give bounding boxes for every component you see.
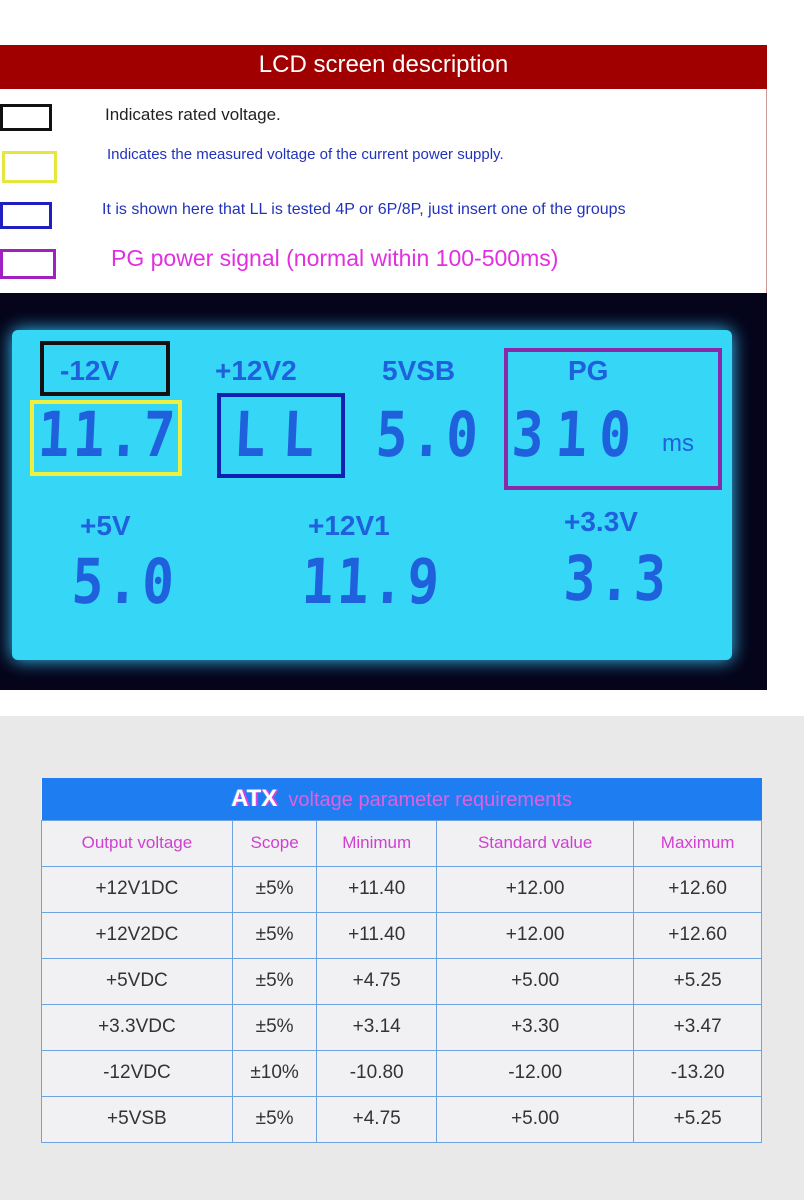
table-cell: +12V1DC [41,865,233,913]
table-cell: +5VSB [41,1095,233,1143]
table-cell: ±5% [231,865,318,913]
column-header: Minimum [316,819,437,867]
pg-unit: ms [662,430,694,457]
table-title: ATX voltage parameter requirements [41,778,762,820]
table-row: +12V2DC ±5% +11.40 +12.00 +12.60 [41,911,762,959]
lcd-description-header: LCD screen description [0,45,767,89]
table-cell: -12VDC [41,1049,233,1097]
table-cell: -13.20 [633,1049,762,1097]
table-cell: -10.80 [316,1049,437,1097]
legend-ll-test: It is shown here that LL is tested 4P or… [102,201,626,218]
label-pg: PG [568,355,609,386]
table-cell: +12V2DC [41,911,233,959]
table-cell: ±5% [231,1095,318,1143]
table-row: +5VDC ±5% +4.75 +5.00 +5.25 [41,957,762,1005]
table-row: +12V1DC ±5% +11.40 +12.00 +12.60 [41,865,762,913]
table-cell: +5.25 [633,1095,762,1143]
atx-voltage-table: ATX voltage parameter requirements Outpu… [41,778,762,1143]
rated-voltage-box [40,341,170,396]
legend: Indicates rated voltage. Indicates the m… [0,89,767,293]
label-minus-12v: -12V [60,355,120,386]
table-cell: ±5% [231,957,318,1005]
value-minus-12v: 11.7 [36,398,181,471]
pg-box [504,348,722,490]
value-plus-12v2: LL [232,398,334,471]
table-cell: +5VDC [41,957,233,1005]
column-header: Output voltage [41,819,233,867]
table-cell: +5.00 [435,1095,635,1143]
value-pg: 310 [510,398,645,471]
ll-box [217,393,345,478]
table-cell: +12.60 [633,911,762,959]
label-plus-3-3v: +3.3V [564,506,638,537]
table-cell: +5.25 [633,957,762,1005]
table-row: -12VDC ±10% -10.80 -12.00 -13.20 [41,1049,762,1097]
legend-rated-voltage: Indicates rated voltage. [105,105,281,124]
purple-box-swatch [0,249,56,279]
column-header: Standard value [435,819,635,867]
table-cell: +11.40 [316,865,437,913]
table-cell: +4.75 [316,1095,437,1143]
value-plus-5v: 5.0 [70,545,180,618]
label-plus-12v1: +12V1 [308,510,390,541]
label-plus-5v: +5V [80,510,131,541]
black-box-swatch [0,104,52,131]
table-cell: +3.47 [633,1003,762,1051]
column-header: Scope [231,819,318,867]
table-cell: +4.75 [316,957,437,1005]
table-cell: +11.40 [316,911,437,959]
table-cell: -12.00 [435,1049,635,1097]
table-cell: +12.00 [435,865,635,913]
label-plus-12v2: +12V2 [215,355,297,386]
table-header-row: Output voltage Scope Minimum Standard va… [41,819,762,867]
label-5vsb: 5VSB [382,355,456,386]
table-row: +3.3VDC ±5% +3.14 +3.30 +3.47 [41,1003,762,1051]
table-cell: +12.00 [435,911,635,959]
table-cell: +3.3VDC [41,1003,233,1051]
table-row: +5VSB ±5% +4.75 +5.00 +5.25 [41,1095,762,1143]
measured-voltage-box [30,400,182,476]
value-plus-12v1: 11.9 [300,545,445,618]
table-cell: ±10% [231,1049,318,1097]
value-plus-3-3v: 3.3 [562,542,672,615]
table-cell: ±5% [231,1003,318,1051]
legend-measured-voltage: Indicates the measured voltage of the cu… [107,146,504,163]
table-cell: +12.60 [633,865,762,913]
table-cell: +5.00 [435,957,635,1005]
header-title: LCD screen description [258,51,509,78]
value-5vsb: 5.0 [374,398,484,471]
atx-logo-text: ATX [231,784,278,812]
table-cell: +3.14 [316,1003,437,1051]
yellow-box-swatch [2,151,57,183]
table-cell: ±5% [231,911,318,959]
legend-pg-signal: PG power signal (normal within 100-500ms… [111,245,559,271]
table-title-text: voltage parameter requirements [288,788,572,811]
column-header: Maximum [633,819,762,867]
table-cell: +3.30 [435,1003,635,1051]
blue-box-swatch [0,202,52,229]
lcd-screen: -12V 11.7 +12V2 LL 5VSB 5.0 PG 310 ms +5… [12,330,732,660]
